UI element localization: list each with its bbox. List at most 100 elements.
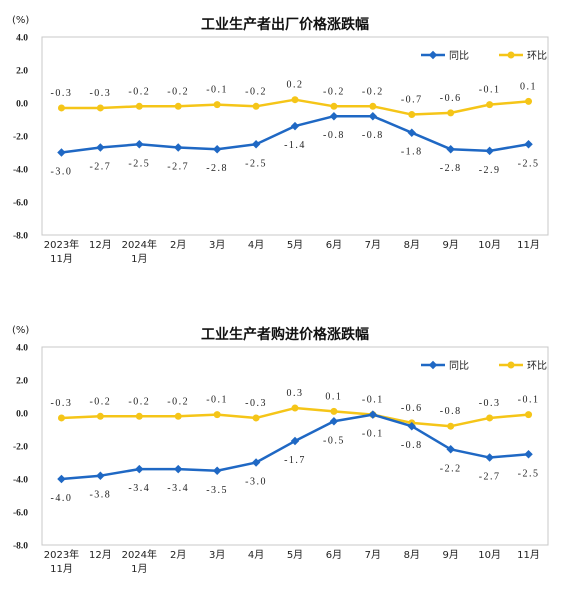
output-x-tick-label: 4月: [248, 239, 264, 251]
output-x-tick-label: 5月: [287, 239, 303, 251]
purchase-point-mom: [57, 414, 65, 422]
purchase-point-yoy: [329, 417, 339, 426]
purchase-x-tick-label: 4月: [248, 549, 264, 561]
output-data-label-mom: -0.6: [440, 93, 462, 104]
purchase-legend-marker: [507, 361, 515, 369]
output-point-mom: [174, 102, 182, 110]
purchase-point-yoy: [524, 450, 533, 459]
purchase-data-label-yoy: -0.5: [323, 435, 345, 446]
output-x-tick-label: 10月: [478, 239, 501, 251]
ppi-output-chart-svg: 工业生产者出厂价格涨跌幅 (%) 4.0 2.0 0.0 -2.0 -4.0 -6.0 -8.0…: [12, 15, 549, 265]
output-data-label-mom: -0.2: [128, 86, 150, 97]
output-data-label-mom: -0.2: [167, 86, 189, 97]
output-y-tick-label: -4.0: [13, 166, 28, 176]
purchase-point-mom: [252, 414, 260, 422]
output-x-tick-label: 8月: [404, 239, 420, 251]
purchase-point-yoy: [407, 421, 417, 431]
output-legend-label: 环比: [527, 50, 547, 62]
purchase-point-yoy: [290, 436, 300, 446]
output-data-label-yoy: -0.8: [323, 130, 345, 141]
output-x-tick-label: 11月: [517, 239, 540, 251]
output-point-yoy: [524, 140, 533, 149]
purchase-legend-marker: [428, 360, 438, 370]
output-x-tick-label: 2月: [170, 239, 186, 251]
purchase-data-label-yoy: -2.7: [479, 472, 501, 483]
purchase-x-tick-label: 9月: [443, 549, 459, 561]
purchase-point-yoy: [96, 471, 105, 480]
output-point-yoy: [368, 111, 378, 121]
output-x-tick-label: 7月: [365, 239, 381, 251]
purchase-data-label-yoy: -4.0: [51, 493, 73, 504]
output-data-label-yoy: -2.8: [206, 163, 228, 174]
output-point-mom: [447, 109, 455, 117]
purchase-data-label-mom: -0.3: [245, 398, 267, 409]
purchase-data-label-yoy: -3.0: [245, 477, 267, 488]
output-y-tick-label: 0.0: [16, 100, 28, 110]
output-point-yoy: [485, 146, 494, 156]
output-point-yoy: [407, 128, 417, 137]
output-point-mom: [525, 97, 533, 105]
output-x-tick-label: 6月: [326, 239, 342, 251]
output-title: 工业生产者出厂价格涨跌幅: [201, 16, 369, 33]
output-point-yoy: [290, 121, 300, 131]
ppi-output-chart: 工业生产者出厂价格涨跌幅 (%) 4.0 2.0 0.0 -2.0 -4.0 -6.0 -8.0…: [0, 0, 570, 295]
output-data-label-yoy: -2.5: [245, 158, 267, 169]
purchase-point-mom: [291, 404, 299, 412]
output-point-yoy: [57, 148, 66, 157]
purchase-data-label-mom: -0.3: [51, 398, 73, 409]
output-x-tick-label: 3月: [209, 239, 225, 251]
output-data-label-mom: -0.3: [89, 88, 111, 99]
output-point-mom: [369, 102, 377, 110]
output-legend-marker: [507, 51, 515, 59]
purchase-point-yoy: [485, 453, 494, 462]
purchase-data-label-yoy: -3.8: [89, 490, 111, 501]
output-point-mom: [291, 96, 299, 104]
output-x-tick-label: 9月: [443, 239, 459, 251]
purchase-x-tick-label: 2023年: [44, 548, 79, 561]
purchase-plot-frame: [41, 346, 549, 546]
purchase-x-tick-label: 7月: [365, 549, 381, 561]
purchase-data-label-yoy: -0.8: [401, 440, 423, 451]
purchase-point-mom: [525, 411, 533, 419]
output-point-mom: [135, 102, 143, 110]
output-y-tick-label: -8.0: [13, 232, 28, 242]
output-data-label-mom: -0.3: [51, 88, 73, 99]
output-data-label-mom: -0.2: [362, 86, 384, 97]
purchase-point-mom: [96, 412, 104, 420]
purchase-y-tick-label: -4.0: [13, 476, 28, 486]
output-data-label-yoy: -0.8: [362, 130, 384, 141]
output-point-mom: [213, 101, 221, 109]
output-plot-frame: [41, 36, 549, 236]
purchase-y-tick-label: -6.0: [13, 509, 28, 519]
purchase-point-mom: [213, 411, 221, 419]
purchase-legend-label: 同比: [449, 360, 469, 372]
purchase-data-label-yoy: -3.4: [167, 483, 189, 494]
purchase-x-tick-label: 2月: [170, 549, 186, 561]
output-data-label-yoy: -2.9: [479, 165, 501, 176]
output-y-tick-label: 4.0: [16, 34, 28, 44]
purchase-x-tick-label: 8月: [404, 549, 420, 561]
output-data-label-yoy: -2.8: [440, 163, 462, 174]
purchase-x-tick-label: 6月: [326, 549, 342, 561]
output-y-tick-label: -6.0: [13, 199, 28, 209]
purchase-x-tick-label: 5月: [287, 549, 303, 561]
output-point-yoy: [329, 111, 339, 121]
output-point-mom: [57, 104, 65, 112]
output-y-unit: (%): [12, 15, 29, 26]
output-legend-label: 同比: [449, 50, 469, 62]
purchase-data-label-mom: -0.1: [362, 395, 384, 406]
purchase-x-tick-label: 3月: [209, 549, 225, 561]
purchase-point-yoy: [173, 464, 183, 474]
purchase-y-unit: (%): [12, 325, 29, 336]
output-data-label-yoy: -2.5: [518, 158, 540, 169]
output-data-label-yoy: -1.8: [401, 147, 423, 158]
output-x-tick-label: 2023年: [44, 238, 79, 251]
purchase-point-mom: [447, 422, 455, 430]
purchase-point-mom: [174, 412, 182, 420]
output-data-label-yoy: -2.5: [128, 158, 150, 169]
purchase-point-mom: [135, 412, 143, 420]
purchase-x-tick-label: 11月: [50, 563, 73, 575]
purchase-data-label-mom: -0.2: [89, 396, 111, 407]
purchase-point-yoy: [57, 474, 66, 484]
output-point-yoy: [96, 143, 105, 152]
